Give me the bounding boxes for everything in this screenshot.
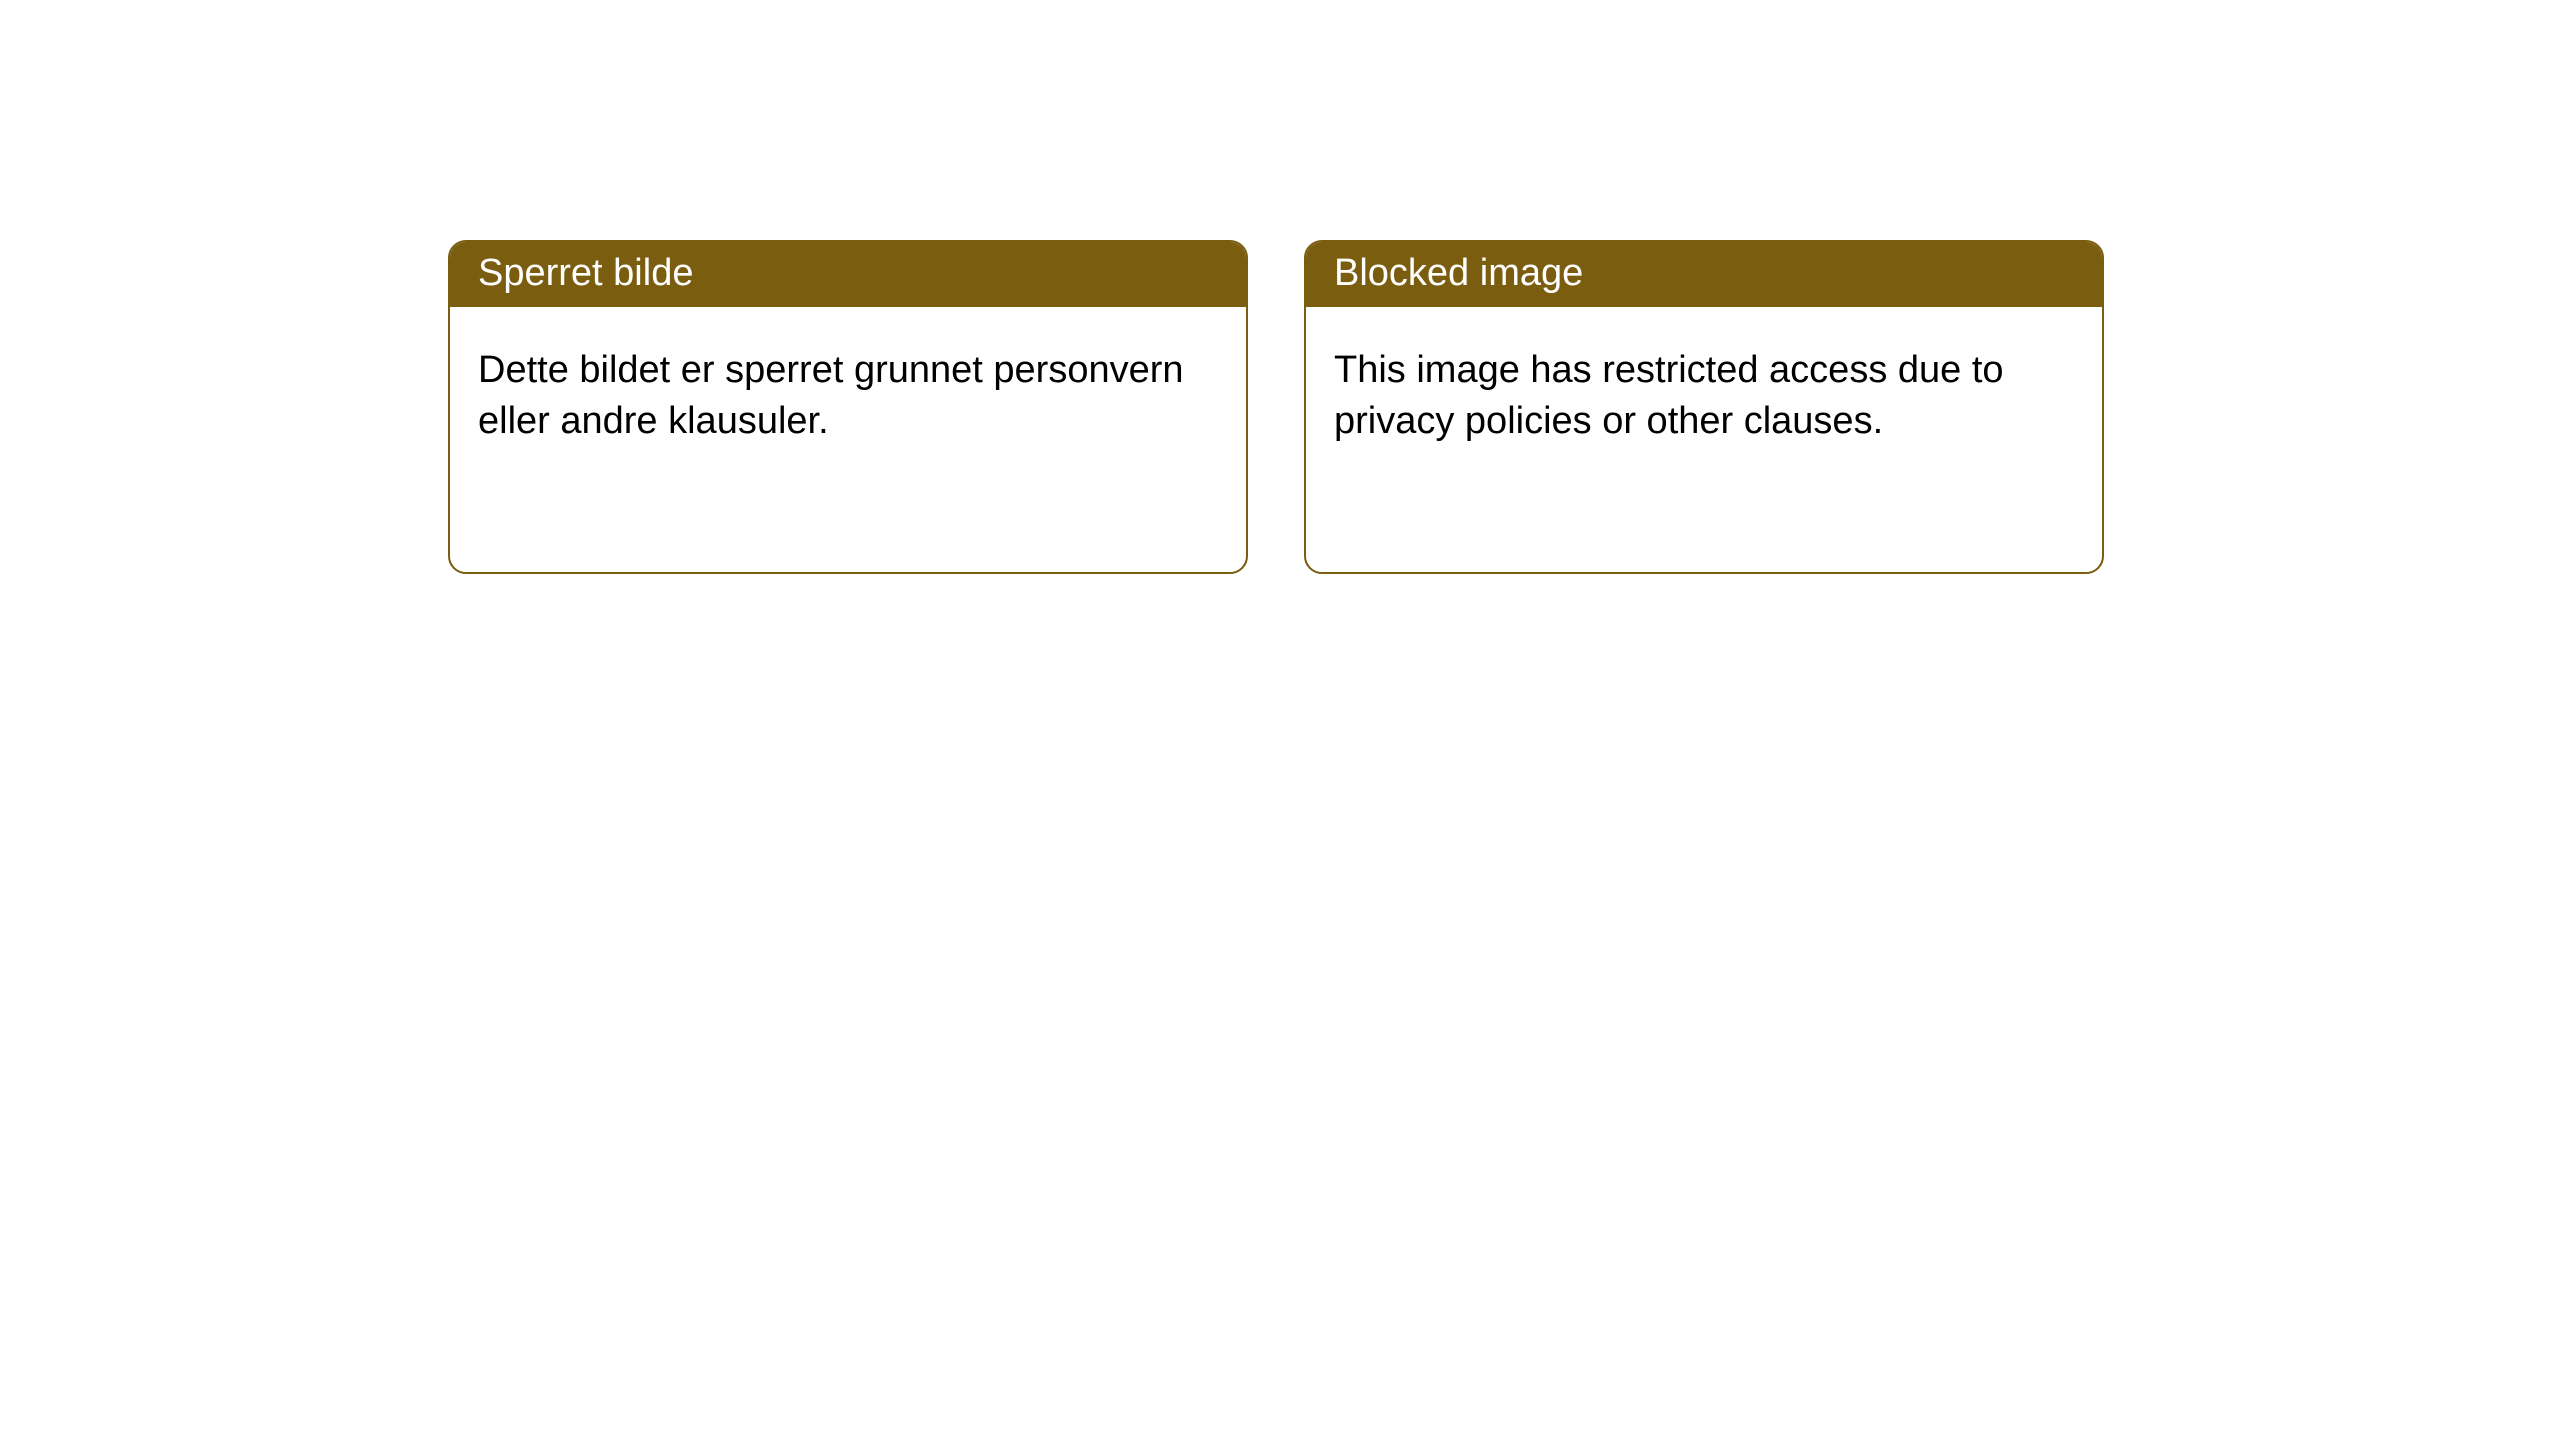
notice-title-norwegian: Sperret bilde: [450, 242, 1246, 307]
notice-container: Sperret bilde Dette bildet er sperret gr…: [0, 0, 2560, 574]
notice-body-norwegian: Dette bildet er sperret grunnet personve…: [450, 307, 1246, 486]
notice-body-english: This image has restricted access due to …: [1306, 307, 2102, 486]
notice-card-norwegian: Sperret bilde Dette bildet er sperret gr…: [448, 240, 1248, 574]
notice-card-english: Blocked image This image has restricted …: [1304, 240, 2104, 574]
notice-title-english: Blocked image: [1306, 242, 2102, 307]
